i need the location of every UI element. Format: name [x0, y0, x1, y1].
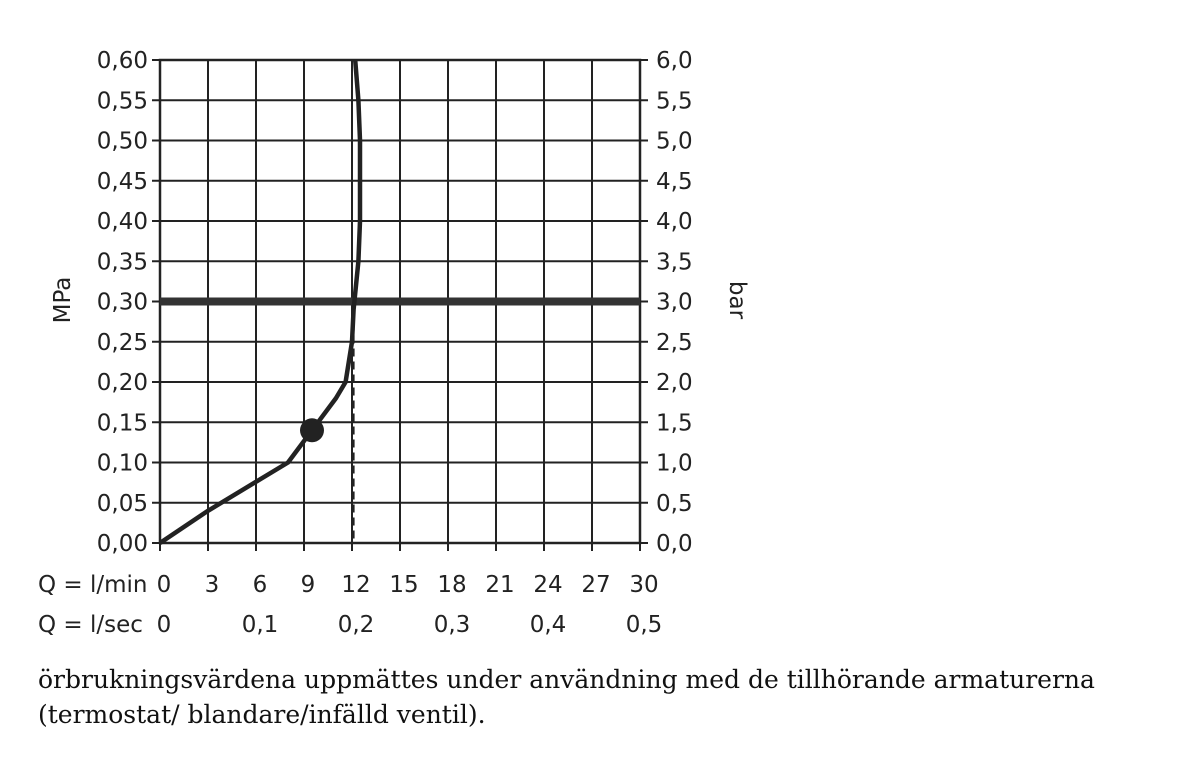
y2-tick-label: 4,0: [656, 209, 693, 235]
tick-labels: 0,00 0,00,05 0,50,10 1,00,15 1,50,20 2,00,25 2…: [38, 48, 693, 638]
y-tick-label: 0,30: [97, 290, 148, 316]
y2-tick-label: 4,5: [656, 169, 693, 195]
x-tick-label: 0: [157, 612, 172, 638]
x-tick-label: 0,2: [338, 612, 375, 638]
y-tick-label: 0,50: [97, 129, 148, 155]
y-tick-label: 0,00: [97, 531, 148, 557]
y-tick-label: 0,05: [97, 491, 148, 517]
y2-tick-label: 1,0: [656, 451, 693, 477]
y-tick-label: 0,25: [97, 330, 148, 356]
y-tick-label: 0,20: [97, 370, 148, 396]
series-line-0: [158, 59, 363, 545]
y2-tick-label: 6,0: [656, 48, 693, 74]
y-axis-title: MPa: [50, 277, 76, 324]
y2-tick-label: 1,5: [656, 410, 693, 436]
y-tick-label: 0,10: [97, 451, 148, 477]
y-tick-label: 0,60: [97, 48, 148, 74]
y2-axis-title: bar: [724, 281, 750, 320]
x-tick-label: 21: [485, 572, 514, 598]
x-tick-label: 27: [581, 572, 610, 598]
x-tick-label: 15: [389, 572, 418, 598]
y2-tick-label: 0,5: [656, 491, 693, 517]
x-row-prefix: Q = l/min: [38, 572, 148, 598]
axis-ticks: [152, 59, 648, 551]
x-tick-label: 18: [437, 572, 466, 598]
x-tick-label: 30: [629, 572, 658, 598]
y-tick-label: 0,40: [97, 209, 148, 235]
y2-tick-label: 2,0: [656, 370, 693, 396]
x-row-prefix: Q = l/sec: [38, 612, 143, 638]
y2-tick-label: 0,0: [656, 531, 693, 557]
x-tick-label: 0,3: [434, 612, 471, 638]
y-tick-label: 0,35: [97, 249, 148, 275]
x-tick-label: 6: [253, 572, 268, 598]
y2-tick-label: 3,5: [656, 249, 693, 275]
x-tick-label: 9: [301, 572, 316, 598]
y-tick-label: 0,15: [97, 410, 148, 436]
y2-tick-label: 3,0: [656, 290, 693, 316]
y-tick-label: 0,45: [97, 169, 148, 195]
operating-point-marker: [300, 418, 324, 443]
x-tick-label: 0,5: [626, 612, 663, 638]
x-tick-label: 0,4: [530, 612, 567, 638]
caption-text: örbrukningsvärdena uppmättes under använ…: [38, 665, 1095, 729]
x-tick-label: 0: [157, 572, 172, 598]
pressure-flow-chart: 0,00 0,00,05 0,50,10 1,00,15 1,50,20 2,00,25 2…: [38, 48, 750, 638]
x-tick-label: 3: [205, 572, 220, 598]
y2-tick-label: 2,5: [656, 330, 693, 356]
series-layer: [158, 59, 640, 545]
y2-tick-label: 5,5: [656, 88, 693, 114]
y2-tick-label: 5,0: [656, 129, 693, 155]
x-tick-label: 24: [533, 572, 562, 598]
y-tick-label: 0,55: [97, 88, 148, 114]
x-tick-label: 0,1: [242, 612, 279, 638]
x-tick-label: 12: [341, 572, 370, 598]
